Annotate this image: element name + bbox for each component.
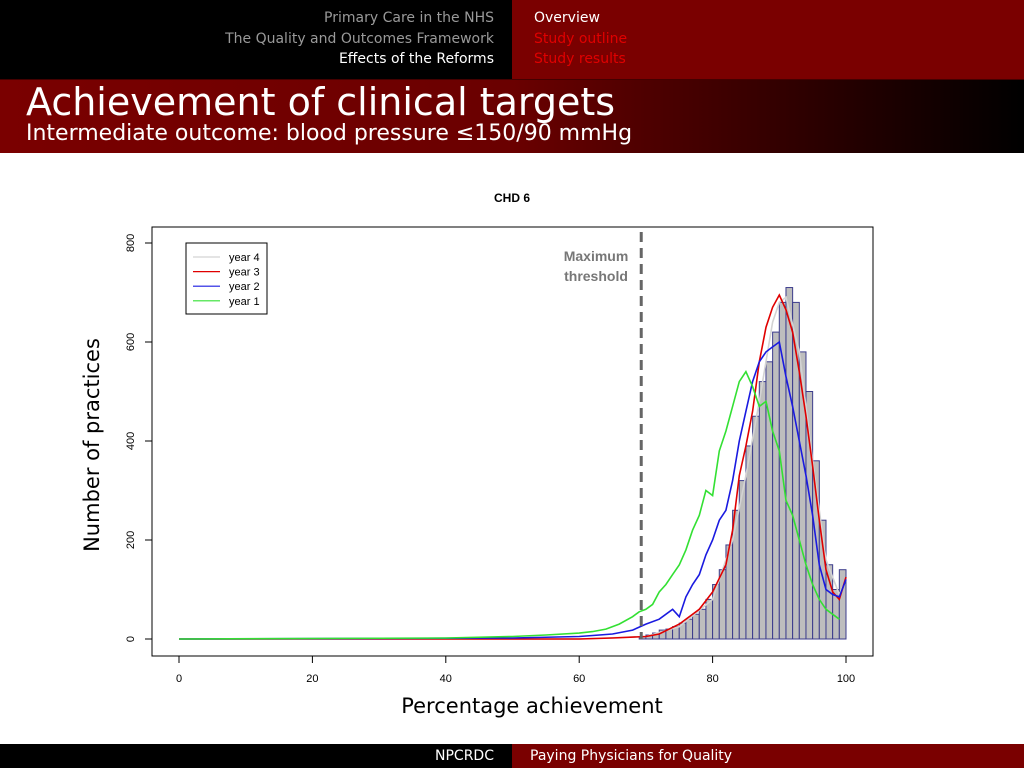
histogram-bar xyxy=(712,584,720,640)
histogram-bar xyxy=(752,415,760,640)
x-tick-label: 100 xyxy=(837,673,855,685)
x-axis-title: Percentage achievement xyxy=(401,694,663,718)
legend-label: year 4 xyxy=(229,252,260,264)
legend-label: year 3 xyxy=(229,267,260,279)
legend-box xyxy=(185,242,268,315)
histogram-bar xyxy=(785,287,794,640)
slide-title-bar: Achievement of clinical targets Intermed… xyxy=(0,79,1024,153)
slide-subtitle: Intermediate outcome: blood pressure ≤15… xyxy=(26,121,633,146)
y-tick-label: 600 xyxy=(125,333,137,351)
histogram-bar xyxy=(758,381,767,640)
histogram-bar xyxy=(705,598,714,640)
nav-section-effects-of-reforms[interactable]: Effects of the Reforms xyxy=(338,51,494,67)
histogram-bar xyxy=(838,569,847,640)
y-tick-label: 400 xyxy=(125,432,137,450)
histogram-bar xyxy=(732,509,740,640)
y-tick-label: 800 xyxy=(125,234,137,252)
x-tick-label: 60 xyxy=(573,673,585,685)
legend-label: year 1 xyxy=(229,296,260,308)
x-tick-label: 20 xyxy=(306,673,318,685)
threshold-annotation-line: threshold xyxy=(564,268,628,284)
histogram-bar xyxy=(692,613,700,640)
legend-label: year 2 xyxy=(229,281,260,293)
histogram-bar xyxy=(698,608,707,640)
y-tick-label: 0 xyxy=(125,636,137,642)
histogram-bar xyxy=(745,445,754,640)
histogram-bar xyxy=(685,618,694,640)
top-navigation-sections: Primary Care in the NHS The Quality and … xyxy=(0,0,512,79)
nav-subsection-overview[interactable]: Overview xyxy=(534,10,600,26)
nav-section-qof[interactable]: The Quality and Outcomes Framework xyxy=(225,31,494,47)
chart-title: CHD 6 xyxy=(494,191,530,205)
footer-title: Paying Physicians for Quality xyxy=(530,748,733,764)
nav-subsection-study-results[interactable]: Study results xyxy=(534,51,626,67)
threshold-annotation-line: Maximum xyxy=(564,248,629,264)
series-line-year-2 xyxy=(178,340,847,640)
x-tick-label: 80 xyxy=(706,673,718,685)
y-axis-title: Number of practices xyxy=(80,338,104,552)
nav-section-primary-care[interactable]: Primary Care in the NHS xyxy=(324,10,494,26)
nav-subsection-study-outline[interactable]: Study outline xyxy=(534,31,628,47)
y-tick-label: 200 xyxy=(125,531,137,549)
series-line-year-1 xyxy=(178,370,840,640)
histogram-bar xyxy=(718,569,727,640)
top-navigation-subsections: Overview Study outline Study results xyxy=(512,0,1024,79)
x-tick-label: 0 xyxy=(176,673,182,685)
footer-right: Paying Physicians for Quality xyxy=(512,744,1024,768)
footer-left: NPCRDC xyxy=(0,744,512,768)
x-tick-label: 40 xyxy=(440,673,452,685)
footer-org: NPCRDC xyxy=(435,748,494,764)
slide-title: Achievement of clinical targets xyxy=(26,80,616,124)
histogram-bar xyxy=(772,331,780,640)
histogram-chart: CHD 6 Maximum threshold 0 20 40 60 80 100 0 200 400… xyxy=(80,191,874,685)
